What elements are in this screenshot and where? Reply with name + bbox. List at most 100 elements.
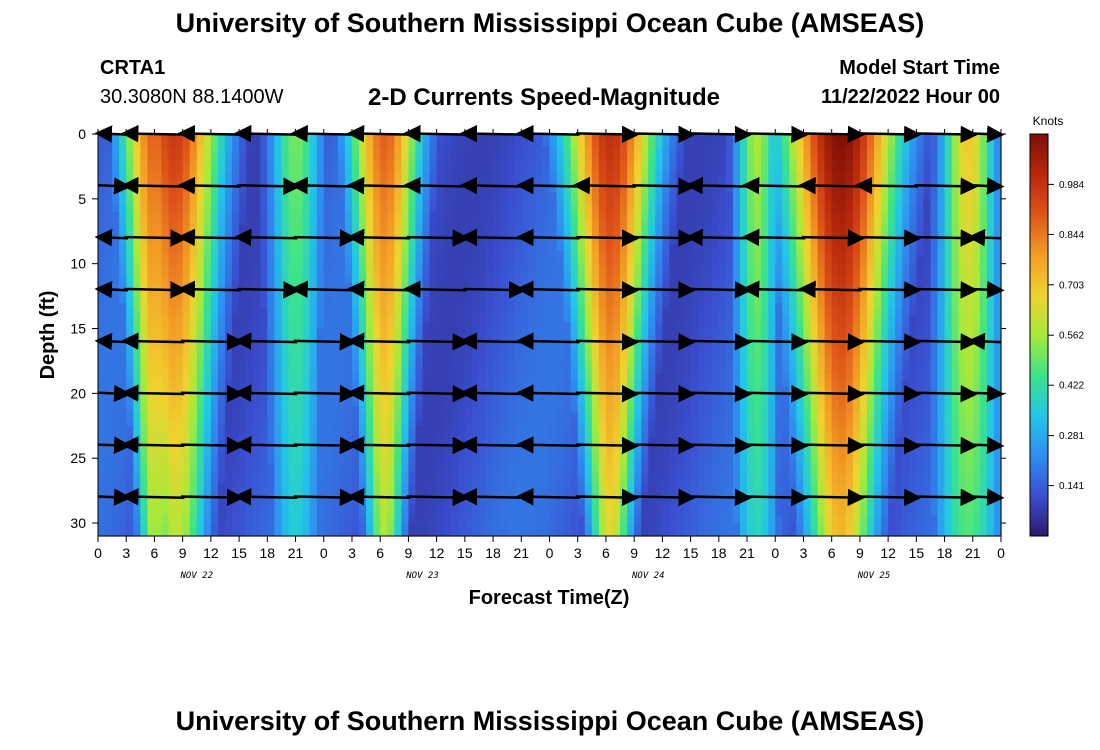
heatmap-cell bbox=[718, 341, 727, 349]
heatmap-cell bbox=[246, 192, 254, 200]
heatmap-cell bbox=[570, 172, 579, 180]
heatmap-cell bbox=[958, 146, 967, 155]
heatmap-cell bbox=[690, 315, 699, 323]
heatmap-cell bbox=[754, 360, 762, 369]
heatmap-cell bbox=[253, 237, 261, 245]
heatmap-cell bbox=[154, 322, 163, 330]
heatmap-cell bbox=[937, 224, 946, 232]
heatmap-cell bbox=[598, 322, 607, 330]
heatmap-cell bbox=[373, 198, 381, 206]
heatmap-cell bbox=[387, 276, 395, 284]
heatmap-cell bbox=[105, 205, 113, 213]
heatmap-cell bbox=[612, 159, 621, 168]
heatmap-cell bbox=[366, 159, 374, 168]
heatmap-cell bbox=[189, 159, 198, 168]
heatmap-cell bbox=[711, 159, 720, 168]
heatmap-cell bbox=[500, 205, 508, 213]
heatmap-cell bbox=[246, 140, 254, 148]
heatmap-cell bbox=[838, 270, 847, 278]
heatmap-cell bbox=[359, 373, 367, 381]
heatmap-cell bbox=[845, 276, 854, 284]
heatmap-cell bbox=[979, 296, 988, 304]
heatmap-cell bbox=[577, 302, 586, 310]
heatmap-cell bbox=[789, 347, 798, 356]
heatmap-cell bbox=[98, 263, 106, 271]
heatmap-cell bbox=[732, 237, 741, 245]
heatmap-cell bbox=[267, 263, 275, 271]
heatmap-cell bbox=[359, 250, 367, 258]
heatmap-cell bbox=[98, 140, 106, 148]
heatmap-cell bbox=[500, 276, 508, 284]
heatmap-cell bbox=[351, 218, 360, 226]
heatmap-cell bbox=[549, 341, 558, 349]
heatmap-cell bbox=[570, 134, 579, 142]
heatmap-cell bbox=[260, 185, 268, 193]
heatmap-cell bbox=[281, 322, 290, 330]
heatmap-cell bbox=[852, 263, 861, 271]
heatmap-cell bbox=[634, 211, 642, 219]
heatmap-cell bbox=[507, 179, 515, 187]
heatmap-cell bbox=[344, 328, 353, 336]
heatmap-cell bbox=[676, 224, 685, 232]
heatmap-cell bbox=[605, 205, 614, 213]
heatmap-cell bbox=[725, 315, 734, 323]
heatmap-cell bbox=[535, 140, 544, 148]
heatmap-cell bbox=[605, 244, 614, 252]
heatmap-cell bbox=[429, 218, 438, 226]
heatmap-cell bbox=[944, 231, 953, 239]
heatmap-cell bbox=[782, 296, 790, 304]
heatmap-cell bbox=[768, 276, 776, 284]
heatmap-cell bbox=[281, 367, 290, 375]
heatmap-cell bbox=[500, 335, 508, 343]
heatmap-cell bbox=[281, 218, 290, 226]
heatmap-cell bbox=[739, 250, 748, 258]
heatmap-cell bbox=[754, 380, 762, 388]
heatmap-cell bbox=[217, 296, 226, 304]
heatmap-cell bbox=[937, 347, 946, 356]
heatmap-cell bbox=[521, 360, 529, 369]
heatmap-cell bbox=[330, 360, 339, 369]
heatmap-cell bbox=[147, 328, 156, 336]
heatmap-cell bbox=[690, 380, 699, 388]
heatmap-cell bbox=[253, 315, 261, 323]
heatmap-cell bbox=[923, 198, 932, 206]
heatmap-cell bbox=[436, 276, 445, 284]
heatmap-cell bbox=[669, 270, 678, 278]
heatmap-cell bbox=[930, 237, 939, 245]
heatmap-cell bbox=[768, 309, 776, 317]
heatmap-cell bbox=[979, 198, 988, 206]
heatmap-cell bbox=[690, 373, 699, 381]
heatmap-cell bbox=[732, 179, 741, 187]
heatmap-cell bbox=[147, 140, 156, 148]
heatmap-cell bbox=[105, 270, 113, 278]
heatmap-cell bbox=[669, 224, 678, 232]
heatmap-cell bbox=[937, 276, 946, 284]
heatmap-cell bbox=[316, 283, 325, 291]
heatmap-cell bbox=[824, 276, 833, 284]
heatmap-cell bbox=[535, 276, 544, 284]
heatmap-cell bbox=[817, 224, 826, 232]
heatmap-cell bbox=[366, 218, 374, 226]
heatmap-cell bbox=[182, 322, 191, 330]
heatmap-cell bbox=[189, 354, 198, 362]
heatmap-cell bbox=[196, 296, 205, 304]
heatmap-cell bbox=[514, 159, 522, 168]
heatmap-cell bbox=[570, 159, 579, 168]
heatmap-cell bbox=[387, 347, 395, 356]
heatmap-cell bbox=[112, 309, 120, 317]
heatmap-cell bbox=[662, 309, 671, 317]
heatmap-cell bbox=[387, 166, 395, 174]
heatmap-cell bbox=[655, 302, 663, 310]
heatmap-cell bbox=[429, 315, 438, 323]
heatmap-cell bbox=[711, 185, 720, 193]
heatmap-cell bbox=[895, 185, 903, 193]
heatmap-cell bbox=[704, 347, 713, 356]
heatmap-cell bbox=[965, 322, 974, 330]
heatmap-cell bbox=[775, 302, 783, 310]
heatmap-cell bbox=[443, 283, 452, 291]
heatmap-cell bbox=[838, 140, 847, 148]
heatmap-cell bbox=[697, 380, 706, 388]
heatmap-cell bbox=[203, 341, 212, 349]
heatmap-cell bbox=[344, 250, 353, 258]
heatmap-cell bbox=[577, 335, 586, 343]
